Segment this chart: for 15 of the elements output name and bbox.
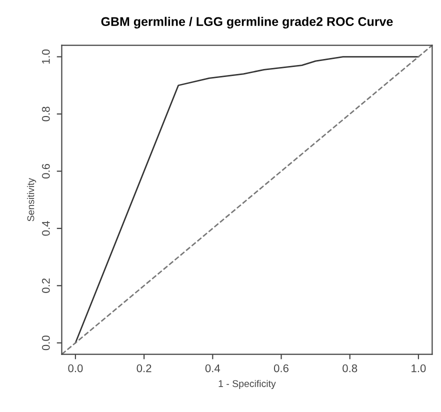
y-tick-label: 0.2 bbox=[42, 278, 50, 293]
x-tick-label: 0.0 bbox=[68, 364, 83, 372]
x-tick-label: 0.8 bbox=[342, 364, 358, 372]
y-tick-label: 0.6 bbox=[42, 164, 50, 178]
y-tick-label: 0.0 bbox=[42, 336, 50, 350]
x-axis-title: 1 - Specificity bbox=[218, 380, 276, 390]
y-tick-label: 0.4 bbox=[42, 221, 50, 236]
y-tick-label: 1.0 bbox=[42, 49, 50, 64]
y-axis-title: Sensitivity bbox=[27, 178, 36, 222]
x-tick-label: 0.6 bbox=[274, 364, 288, 372]
x-tick-label: 0.4 bbox=[205, 364, 220, 372]
x-tick-label: 1.0 bbox=[412, 364, 426, 372]
y-tick-label: 0.8 bbox=[42, 106, 50, 122]
chart-title: GBM germline / LGG germline grade2 ROC Curve bbox=[101, 16, 393, 29]
x-tick-label: 0.2 bbox=[136, 364, 152, 372]
